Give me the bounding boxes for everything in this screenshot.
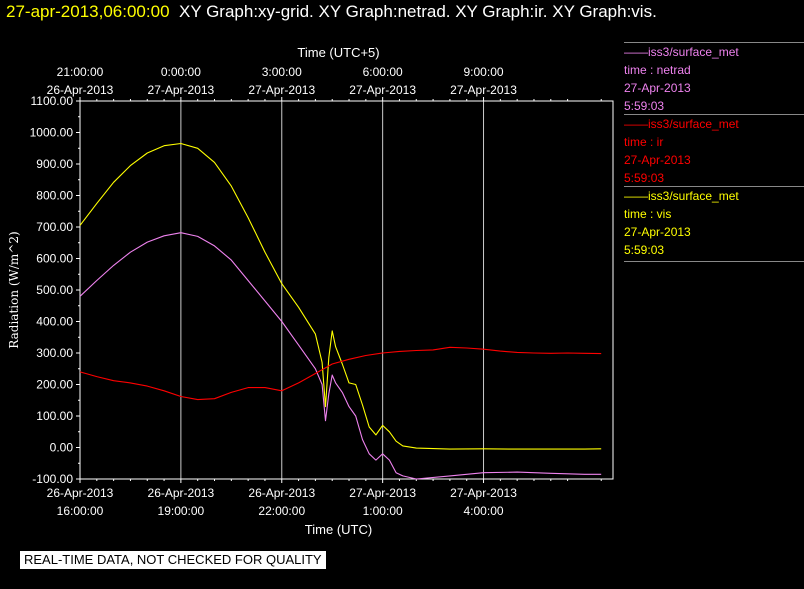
x-tick-label-time: 1:00:00 [363, 504, 403, 518]
y-tick-label: 900.00 [36, 157, 73, 171]
legend-source: ——iss3/surface_met [624, 117, 739, 131]
x-top-tick-label-time: 21:00:00 [57, 65, 104, 79]
y-tick-label: 0.00 [50, 441, 74, 455]
y-tick-label: 1000.00 [30, 126, 74, 140]
x-axis-label: Time (UTC) [305, 522, 372, 537]
legend-variable: time : netrad [624, 63, 691, 77]
legend-time: 5:59:03 [624, 171, 665, 185]
x-tick-label-date: 26-Apr-2013 [148, 486, 215, 500]
x-tick-label-date: 26-Apr-2013 [248, 486, 315, 500]
x-top-tick-label-time: 6:00:00 [363, 65, 403, 79]
x-top-tick-label-time: 9:00:00 [464, 65, 504, 79]
y-tick-label: 600.00 [36, 252, 73, 266]
header-graph-titles: XY Graph:xy-grid. XY Graph:netrad. XY Gr… [178, 2, 657, 21]
plot-frame [79, 100, 614, 480]
series-layer [79, 142, 602, 480]
legend-variable: time : vis [624, 207, 672, 221]
x-tick-label-date: 27-Apr-2013 [349, 486, 416, 500]
series-vis-line [79, 142, 602, 450]
legend-source: ——iss3/surface_met [624, 189, 739, 203]
y-tick-label: 700.00 [36, 220, 73, 234]
y-axis-label: Radiation (W/m^2) [7, 231, 21, 348]
legend-source: ——iss3/surface_met [624, 45, 739, 59]
series-netrad-line [79, 232, 602, 480]
legend-time: 5:59:03 [624, 99, 665, 113]
x-tick-label-time: 19:00:00 [158, 504, 205, 518]
legend-separator [624, 261, 804, 262]
x-tick-label-date: 26-Apr-2013 [47, 486, 114, 500]
x-top-tick-label-date: 27-Apr-2013 [248, 83, 315, 97]
legend-netrad: ——iss3/surface_met time : netrad 27-Apr-… [624, 42, 804, 115]
legend-ir: ——iss3/surface_met time : ir 27-Apr-2013… [624, 114, 804, 187]
legend-separator [624, 114, 804, 115]
y-tick-label: 800.00 [36, 189, 73, 203]
x-axis-bottom: 26-Apr-2013 16:00:00 26-Apr-2013 19:00:00 26… [47, 479, 602, 518]
x-tick-label-time: 22:00:00 [258, 504, 305, 518]
legend-date: 27-Apr-2013 [624, 153, 691, 167]
y-tick-label: 1100.00 [31, 94, 74, 108]
series-ir-line [79, 346, 602, 401]
data-quality-disclaimer: REAL-TIME DATA, NOT CHECKED FOR QUALITY [20, 551, 326, 569]
legend-variable: time : ir [624, 135, 664, 149]
y-tick-label: -100.00 [32, 472, 73, 486]
x-axis-top: 21:00:00 26-Apr-2013 0:00:00 27-Apr-2013 3:0… [47, 65, 602, 101]
legend-date: 27-Apr-2013 [624, 81, 691, 95]
x-top-tick-label-time: 0:00:00 [161, 65, 201, 79]
legend-separator [624, 42, 804, 43]
graph-header: 27-apr-2013,06:00:00 XY Graph:xy-grid. X… [6, 2, 657, 22]
x-top-tick-label-date: 26-Apr-2013 [47, 83, 114, 97]
x-top-tick-label-date: 27-Apr-2013 [349, 83, 416, 97]
x-tick-label-time: 4:00:00 [464, 504, 504, 518]
y-tick-label: 300.00 [36, 346, 73, 360]
y-tick-label: 200.00 [36, 378, 73, 392]
legend-time: 5:59:03 [624, 243, 665, 257]
x-top-tick-label-date: 27-Apr-2013 [450, 83, 517, 97]
top-axis-label: Time (UTC+5) [297, 45, 379, 60]
y-axis: -100.00 0.00 100.00 200.00 300.00 400.00 500.0… [30, 94, 80, 486]
y-tick-label: 400.00 [36, 315, 73, 329]
legend-vis: ——iss3/surface_met time : vis 27-Apr-201… [624, 186, 804, 262]
x-tick-label-time: 16:00:00 [57, 504, 104, 518]
y-tick-label: 100.00 [36, 409, 73, 423]
header-timestamp: 27-apr-2013,06:00:00 [6, 2, 170, 21]
legend-date: 27-Apr-2013 [624, 225, 691, 239]
y-tick-label: 500.00 [36, 283, 73, 297]
x-top-tick-label-date: 27-Apr-2013 [148, 83, 215, 97]
x-tick-label-date: 27-Apr-2013 [450, 486, 517, 500]
x-top-tick-label-time: 3:00:00 [262, 65, 302, 79]
chart-grid [180, 101, 485, 479]
legend-separator [624, 186, 804, 187]
